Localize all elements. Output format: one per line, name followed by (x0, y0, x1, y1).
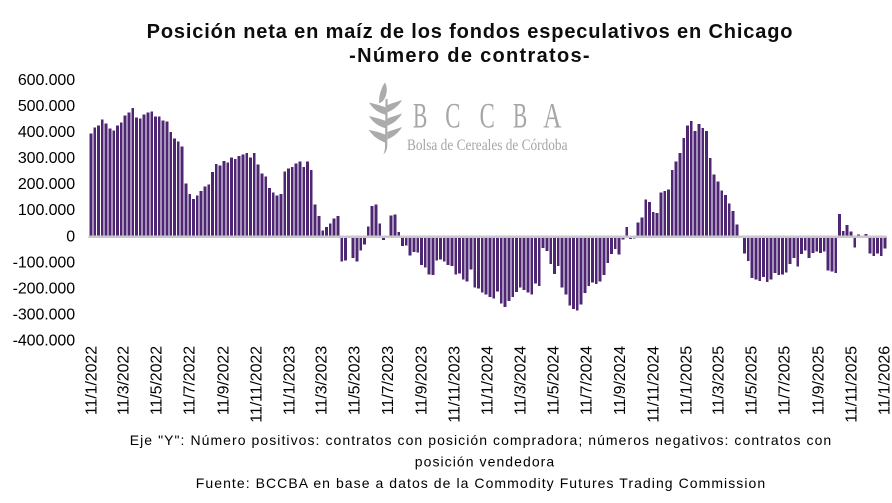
svg-text:11/9/2023: 11/9/2023 (414, 346, 431, 415)
svg-text:Bolsa de Cereales de Córdoba: Bolsa de Cereales de Córdoba (407, 137, 568, 154)
svg-text:500.000: 500.000 (18, 98, 75, 115)
svg-text:B: B (413, 96, 427, 136)
svg-text:100.000: 100.000 (18, 202, 75, 219)
svg-text:200.000: 200.000 (18, 176, 75, 193)
svg-text:600.000: 600.000 (18, 72, 75, 89)
svg-text:Eje "Y": Número positivos: con: Eje "Y": Número positivos: contratos con… (130, 432, 833, 448)
svg-text:11/7/2023: 11/7/2023 (380, 346, 397, 415)
svg-text:11/7/2022: 11/7/2022 (182, 346, 199, 415)
svg-text:400.000: 400.000 (18, 124, 75, 141)
svg-text:C: C (480, 96, 495, 136)
svg-text:11/5/2024: 11/5/2024 (545, 346, 562, 415)
svg-text:300.000: 300.000 (18, 150, 75, 167)
svg-text:11/1/2025: 11/1/2025 (678, 346, 695, 415)
svg-text:11/3/2025: 11/3/2025 (710, 346, 727, 415)
svg-text:11/3/2024: 11/3/2024 (512, 346, 529, 415)
svg-text:C: C (445, 96, 460, 136)
svg-text:11/1/2026: 11/1/2026 (877, 346, 892, 415)
svg-text:11/1/2022: 11/1/2022 (83, 346, 100, 415)
svg-text:11/11/2024: 11/11/2024 (645, 346, 662, 423)
svg-text:11/1/2023: 11/1/2023 (282, 346, 299, 415)
svg-text:-400.000: -400.000 (13, 333, 76, 350)
svg-text:11/9/2025: 11/9/2025 (810, 346, 827, 415)
svg-text:-200.000: -200.000 (13, 280, 76, 297)
svg-text:11/9/2024: 11/9/2024 (612, 346, 629, 415)
svg-text:posición vendedora: posición vendedora (415, 454, 556, 470)
svg-text:11/9/2022: 11/9/2022 (215, 346, 232, 415)
svg-text:11/11/2023: 11/11/2023 (447, 346, 464, 423)
svg-text:11/5/2022: 11/5/2022 (149, 346, 166, 415)
svg-text:Fuente: BCCBA en base a datos: Fuente: BCCBA en base a datos de la Comm… (196, 475, 766, 491)
svg-text:11/1/2024: 11/1/2024 (480, 346, 497, 415)
svg-text:-300.000: -300.000 (13, 307, 76, 324)
svg-text:11/5/2023: 11/5/2023 (347, 346, 364, 415)
svg-text:11/7/2025: 11/7/2025 (777, 346, 794, 415)
svg-text:11/11/2025: 11/11/2025 (843, 346, 860, 423)
svg-text:0: 0 (66, 228, 75, 245)
svg-text:A: A (543, 96, 561, 136)
svg-text:-100.000: -100.000 (13, 254, 76, 271)
svg-text:11/11/2022: 11/11/2022 (248, 346, 265, 423)
svg-text:11/3/2022: 11/3/2022 (115, 346, 132, 415)
svg-text:B: B (513, 96, 527, 136)
svg-text:11/5/2025: 11/5/2025 (744, 346, 761, 415)
svg-text:11/7/2024: 11/7/2024 (579, 346, 596, 415)
svg-text:11/3/2023: 11/3/2023 (314, 346, 331, 415)
